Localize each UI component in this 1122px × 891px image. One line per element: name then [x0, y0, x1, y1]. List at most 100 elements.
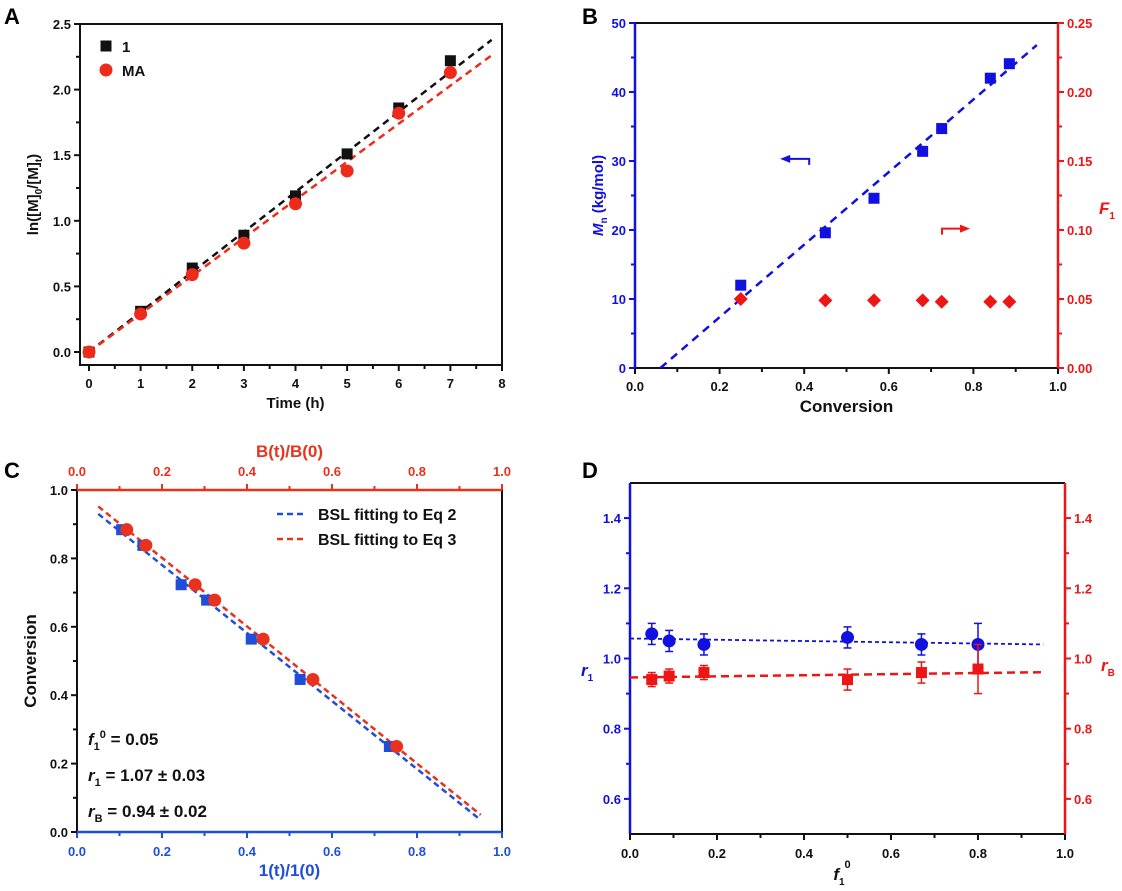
x-axis-tick-label: 0.2	[708, 846, 726, 861]
x-axis-tick-label: 6	[395, 376, 402, 391]
data-point-circle	[306, 672, 320, 686]
fit-line	[97, 505, 482, 816]
data-point-square	[383, 741, 395, 752]
y-axis-left-tick-label: 0	[619, 361, 626, 376]
data-point-1	[290, 190, 301, 202]
panel-label-d: D	[582, 458, 598, 483]
y-axis-tick-label: 2.5	[53, 17, 71, 32]
plot-frame	[79, 23, 503, 366]
data-point-square	[175, 579, 187, 591]
data-point-square	[294, 673, 306, 685]
data-point-1	[341, 148, 353, 160]
annotation-text: r1 = 1.07 ± 0.03	[88, 766, 205, 789]
y-axis-left-tick-label: 10	[612, 292, 626, 307]
y-axis-tick-label: 0.5	[53, 279, 71, 294]
x-axis-top-tick-label: 0.6	[323, 464, 341, 479]
x-axis-tick-label: 7	[447, 376, 454, 391]
y-axis-tick-label: 0.6	[50, 620, 68, 635]
data-point-mn	[868, 192, 880, 204]
arrow-left-icon	[784, 157, 811, 165]
x-axis-tick-label: 0.0	[621, 846, 639, 861]
annotation-text: rB = 0.94 ± 0.02	[88, 802, 207, 825]
x-axis-tick-label: 1.0	[1049, 379, 1067, 394]
data-point-MA	[340, 164, 354, 178]
data-point-r1	[914, 637, 928, 651]
y-axis-tick-label: 0.2	[50, 757, 68, 772]
x-axis-tick-label: 0.4	[795, 846, 814, 861]
x-axis-top-title: B(t)/B(0)	[256, 442, 323, 461]
data-point-f1	[1002, 294, 1017, 309]
panel-label-b: B	[582, 4, 598, 29]
data-point-1	[186, 262, 198, 274]
x-axis-bottom-tick-label: 0.2	[153, 844, 171, 859]
x-axis-title: Time (h)	[266, 395, 324, 412]
data-point-MA	[237, 236, 251, 250]
data-point-circle	[139, 538, 153, 552]
x-axis-bottom-tick-label: 0.4	[238, 844, 257, 859]
y-axis-right-tick-label: 0.15	[1067, 154, 1092, 169]
legend-label: MA	[122, 63, 145, 80]
y-axis-right-tick-label: 0.25	[1067, 16, 1092, 31]
x-axis-tick-label: 8	[498, 376, 505, 391]
data-point-f1	[915, 293, 930, 308]
y-axis-left-title: Mn (kg/mol)	[590, 155, 610, 236]
x-axis-tick-label: 0.6	[882, 846, 900, 861]
x-axis-top-tick-label: 1.0	[493, 464, 511, 479]
x-axis-tick-label: 1	[137, 376, 144, 391]
x-axis-tick-label: 4	[292, 376, 300, 391]
y-axis-right-tick-label: 0.20	[1067, 85, 1092, 100]
y-axis-tick-label: 0.0	[50, 825, 68, 840]
arrow-right-icon	[941, 227, 967, 235]
data-point-mn	[819, 227, 831, 239]
annotation-text: f10 = 0.05	[88, 729, 158, 753]
data-point-r1	[662, 634, 676, 648]
panel-label-a: A	[4, 4, 20, 29]
x-axis-bottom-title: 1(t)/1(0)	[259, 861, 320, 880]
data-point-mn	[984, 72, 996, 84]
y-axis-left-tick-label: 50	[612, 16, 626, 31]
y-axis-right-tick-label: 0.00	[1067, 361, 1092, 376]
data-point-rB	[915, 667, 927, 679]
data-point-MA	[134, 307, 148, 321]
x-axis-tick-label: 0.8	[969, 846, 987, 861]
y-axis-left-tick-label: 1.4	[603, 511, 622, 526]
data-point-1	[238, 229, 250, 241]
y-axis-left-tick-label: 40	[612, 85, 626, 100]
x-axis-tick-label: 0.4	[795, 379, 814, 394]
data-point-rB	[698, 667, 710, 679]
x-axis-tick-label: 1.0	[1056, 846, 1074, 861]
x-axis-bottom-tick-label: 1.0	[493, 844, 511, 859]
data-point-circle	[208, 593, 222, 607]
y-axis-tick-label: 1.0	[53, 214, 71, 229]
data-point-circle	[120, 523, 134, 537]
data-point-f1	[733, 292, 748, 306]
x-axis-title: Conversion	[800, 397, 894, 416]
data-point-f1	[866, 293, 881, 308]
y-axis-left-tick-label: 0.8	[603, 722, 621, 737]
y-axis-tick-label: 1.5	[53, 148, 71, 163]
x-axis-bottom-tick-label: 0.6	[323, 844, 341, 859]
data-point-mn	[936, 123, 948, 135]
x-axis-tick-label: 0.2	[711, 379, 729, 394]
y-axis-right-tick-label: 0.8	[1074, 722, 1092, 737]
x-axis-top-tick-label: 0.2	[153, 464, 171, 479]
data-point-square	[201, 594, 213, 606]
x-axis-tick-label: 5	[344, 376, 351, 391]
data-point-f1	[934, 294, 949, 309]
x-axis-tick-label: 0	[85, 376, 92, 391]
panel-c-chart: 0.0 0.2 0.4 0.6 0.8 1.00.0 0.2 0.4 0.6 0.8 1.00.00…	[21, 442, 511, 880]
y-axis-title: ln([M]0/[M]t)	[25, 154, 45, 235]
y-axis-left-tick-label: 0.6	[603, 792, 621, 807]
y-axis-tick-label: 1.0	[50, 483, 68, 498]
y-axis-tick-label: 0.4	[50, 688, 69, 703]
data-point-MA	[443, 66, 457, 80]
y-axis-left-tick-label: 1.2	[603, 581, 621, 596]
y-axis-right-tick-label: 1.0	[1074, 652, 1092, 667]
x-axis-bottom-tick-label: 0.0	[68, 844, 86, 859]
data-point-rB	[646, 674, 658, 686]
data-point-circle	[256, 632, 270, 646]
x-axis-top-tick-label: 0.0	[68, 464, 86, 479]
data-point-MA	[185, 268, 199, 282]
y-axis-left-tick-label: 1.0	[603, 652, 621, 667]
